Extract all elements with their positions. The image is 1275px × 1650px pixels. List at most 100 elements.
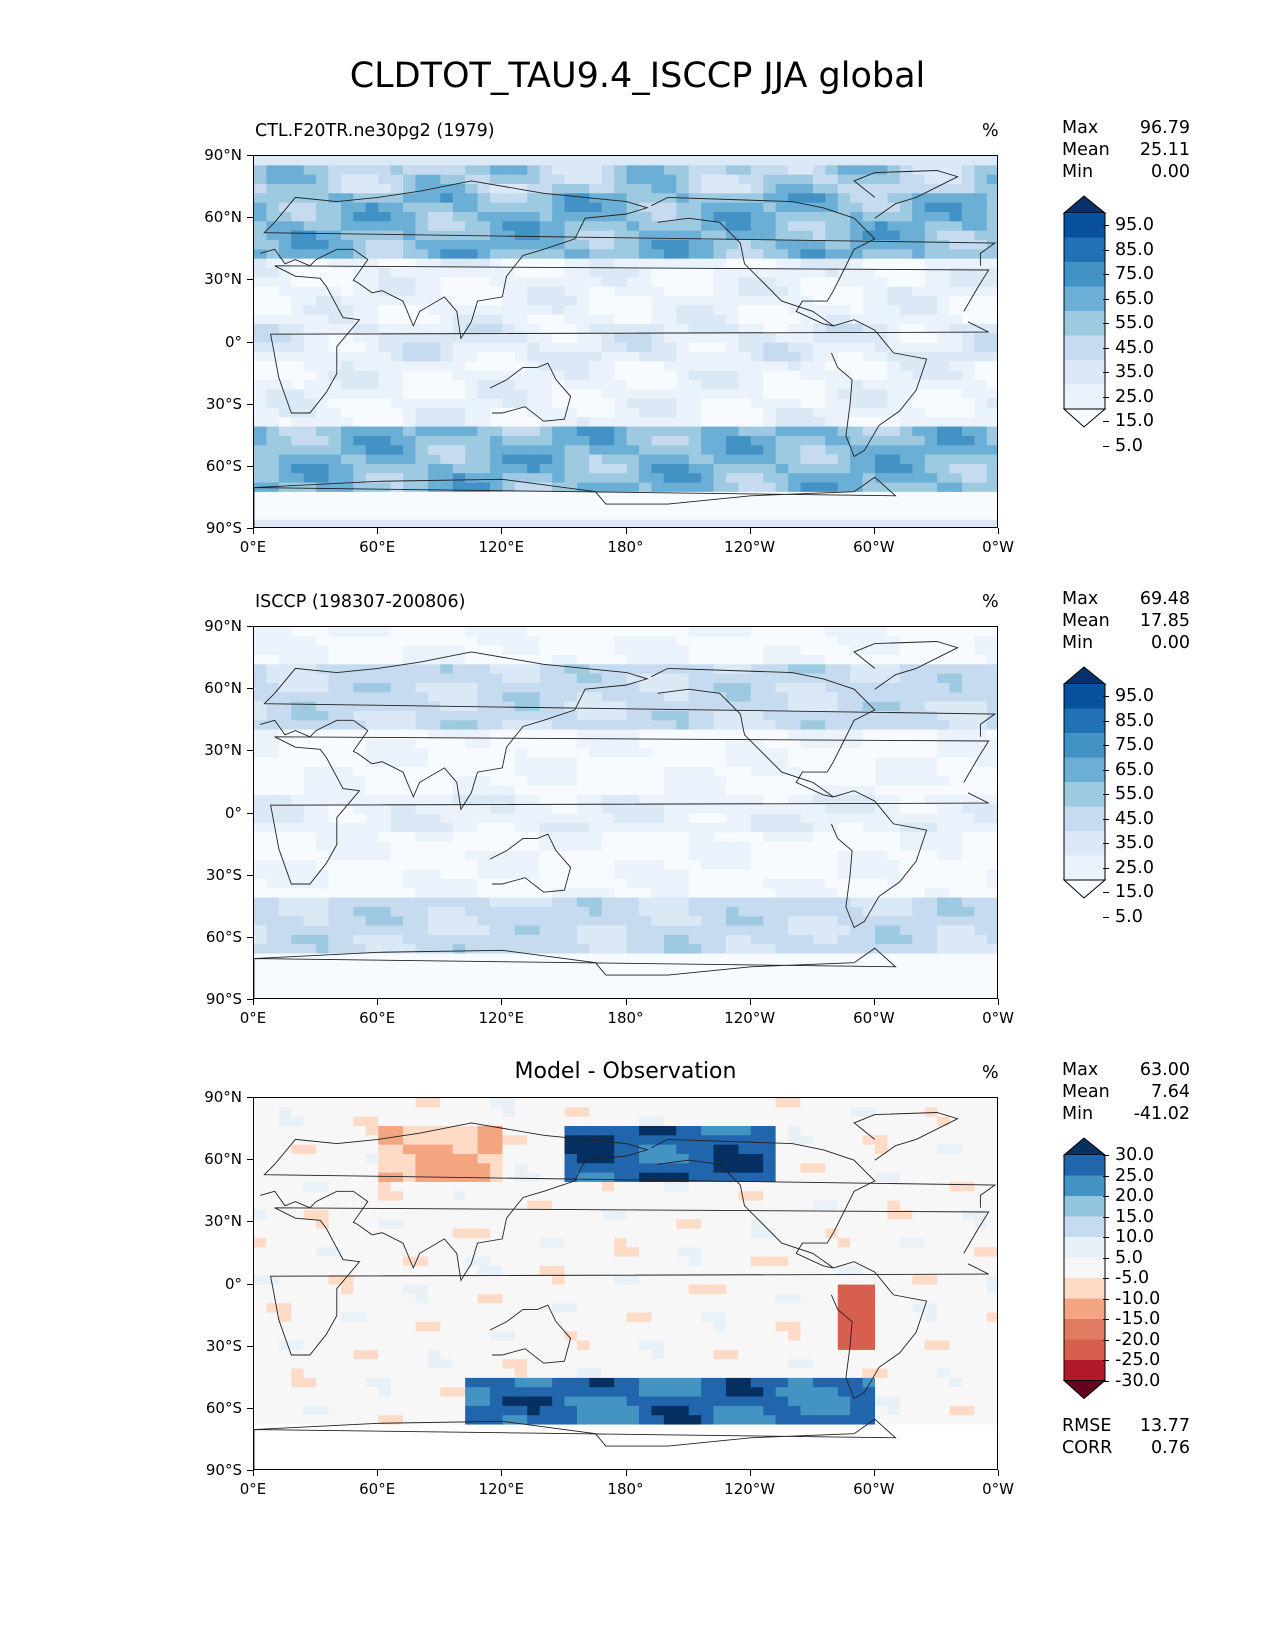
heatmap-cell — [862, 990, 876, 998]
heatmap-cell — [539, 654, 553, 665]
x-tick-label: 60°E — [359, 1009, 396, 1027]
heatmap-cell — [750, 692, 764, 703]
heatmap-cell — [303, 710, 317, 721]
heatmap-cell — [266, 682, 280, 693]
heatmap-cell — [788, 314, 802, 325]
heatmap-cell — [887, 491, 901, 502]
heatmap-cell — [899, 757, 913, 768]
heatmap-cell — [291, 972, 305, 983]
heatmap-cell — [912, 990, 926, 998]
heatmap-cell — [353, 813, 367, 824]
heatmap-cell — [738, 841, 752, 852]
heatmap-cell — [812, 934, 826, 945]
heatmap-cell — [676, 720, 690, 731]
heatmap-cell — [527, 174, 541, 185]
heatmap-cell — [837, 398, 851, 409]
heatmap-cell — [899, 906, 913, 917]
heatmap-cell — [353, 682, 367, 693]
heatmap-cell — [365, 794, 379, 805]
heatmap-cell — [626, 491, 640, 502]
heatmap-cell — [576, 463, 590, 474]
heatmap-cell — [601, 482, 615, 493]
heatmap-cell — [415, 445, 429, 456]
heatmap-cell — [812, 435, 826, 446]
heatmap-cell — [986, 738, 997, 749]
heatmap-cell — [850, 664, 864, 675]
heatmap-cell — [812, 888, 826, 899]
heatmap-cell — [986, 389, 997, 400]
heatmap-cell — [763, 398, 777, 409]
heatmap-cell — [663, 454, 677, 465]
heatmap-cell — [465, 925, 479, 936]
heatmap-cell — [850, 267, 864, 278]
heatmap-cell — [713, 389, 727, 400]
heatmap-cell — [514, 925, 528, 936]
heatmap-cell — [850, 342, 864, 353]
heatmap-cell — [316, 794, 330, 805]
heatmap-cell — [626, 888, 640, 899]
heatmap-cell — [775, 962, 789, 973]
heatmap-cell — [601, 888, 615, 899]
heatmap-cell — [738, 445, 752, 456]
heatmap-cell — [291, 850, 305, 861]
heatmap-cell — [514, 720, 528, 731]
heatmap-cell — [639, 953, 653, 964]
heatmap-cell — [974, 370, 988, 381]
heatmap-cell — [489, 165, 503, 176]
heatmap-cell — [552, 636, 566, 647]
heatmap-cell — [961, 491, 975, 502]
heatmap-cell — [378, 654, 392, 665]
heatmap-cell — [850, 249, 864, 260]
heatmap-cell — [601, 944, 615, 955]
heatmap-cell — [701, 701, 715, 712]
heatmap-cell — [539, 972, 553, 983]
heatmap-cell — [452, 258, 466, 269]
heatmap-cell — [440, 729, 454, 740]
heatmap-cell — [589, 258, 603, 269]
heatmap-cell — [763, 445, 777, 456]
heatmap-cell — [924, 519, 938, 527]
heatmap-cell — [862, 906, 876, 917]
heatmap-cell — [576, 435, 590, 446]
heatmap-cell — [576, 249, 590, 260]
heatmap-cell — [266, 785, 280, 796]
heatmap-cell — [899, 305, 913, 316]
heatmap-cell — [390, 972, 404, 983]
heatmap-cell — [688, 417, 702, 428]
heatmap-cell — [837, 510, 851, 521]
heatmap-cell — [825, 454, 839, 465]
heatmap-cell — [626, 510, 640, 521]
heatmap-cell — [316, 211, 330, 222]
heatmap-cell — [254, 832, 268, 843]
heatmap-cell — [589, 832, 603, 843]
heatmap-cell — [775, 156, 789, 166]
heatmap-cell — [701, 888, 715, 899]
y-tick-label: 60°N — [204, 679, 242, 698]
heatmap-cell — [614, 277, 628, 288]
heatmap-cell — [539, 221, 553, 232]
heatmap-cell — [899, 174, 913, 185]
heatmap-cell — [800, 174, 814, 185]
heatmap-cell — [663, 832, 677, 843]
heatmap-cell — [489, 295, 503, 306]
heatmap-cell — [328, 953, 342, 964]
heatmap-cell — [626, 944, 640, 955]
heatmap-cell — [837, 379, 851, 390]
heatmap-cell — [663, 230, 677, 241]
heatmap-cell — [477, 482, 491, 493]
heatmap-cell — [725, 463, 739, 474]
heatmap-cell — [403, 645, 417, 656]
heatmap-cell — [353, 230, 367, 241]
heatmap-cell — [912, 944, 926, 955]
heatmap-cell — [850, 473, 864, 484]
heatmap-cell — [862, 156, 876, 166]
heatmap-cell — [663, 682, 677, 693]
heatmap-cell — [477, 286, 491, 297]
heatmap-cell — [564, 934, 578, 945]
heatmap-cell — [961, 748, 975, 759]
heatmap-cell — [278, 445, 292, 456]
heatmap-cell — [254, 389, 268, 400]
heatmap-cell — [403, 841, 417, 852]
heatmap-cell — [937, 850, 951, 861]
coastline-0 — [270, 265, 990, 414]
